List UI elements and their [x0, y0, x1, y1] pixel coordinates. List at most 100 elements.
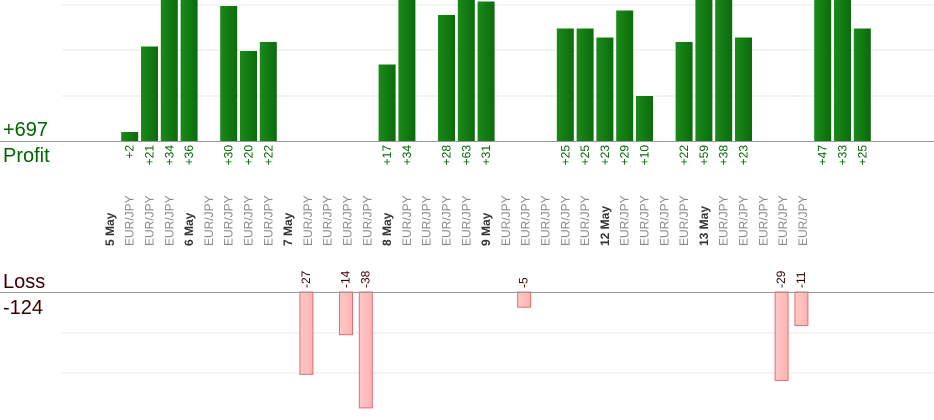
pair-label: EUR/JPY: [341, 195, 355, 246]
profit-total: +697: [3, 119, 48, 141]
category-labels: 5 May EUR/JPY EUR/JPY EUR/JPY 6 May EUR/JPY EU…: [103, 195, 810, 246]
loss-value-label: -11: [794, 271, 808, 288]
profit-value-label: +63: [459, 145, 473, 166]
pair-label: EUR/JPY: [420, 195, 434, 246]
profit-bar: [596, 37, 614, 141]
profit-bar: [715, 0, 733, 141]
profit-bar: [220, 6, 238, 141]
loss-total: -124: [3, 297, 43, 319]
bars: [121, 0, 871, 409]
pair-label: EUR/JPY: [162, 195, 176, 246]
profit-bar: [636, 96, 653, 141]
profit-bar: [160, 0, 178, 141]
loss-bar: [774, 291, 789, 381]
profit-value-label: +21: [143, 145, 157, 166]
pair-label: EUR/JPY: [459, 195, 473, 246]
profit-value-label: +33: [836, 145, 850, 166]
loss-bar: [517, 291, 532, 308]
profit-value-label: +22: [261, 145, 275, 166]
profit-value-label: +31: [479, 145, 493, 166]
date-label: 7 May: [281, 212, 295, 246]
profit-bar: [675, 42, 693, 141]
profit-value-label: +22: [677, 145, 691, 166]
pair-label: EUR/JPY: [321, 195, 335, 246]
profit-bar: [556, 28, 574, 141]
pair-label: EUR/JPY: [776, 195, 790, 246]
profit-value-label: +25: [578, 145, 592, 166]
date-label: 13 May: [697, 206, 711, 246]
profit-bar: [259, 42, 277, 141]
profit-bar: [814, 0, 832, 141]
pair-label: EUR/JPY: [539, 195, 553, 246]
pair-label: EUR/JPY: [440, 195, 454, 246]
profit-bar: [735, 37, 752, 141]
profit-bar: [457, 0, 475, 141]
profit-value-label: +47: [816, 145, 830, 166]
profit-value-label: +28: [440, 145, 454, 166]
pair-label: EUR/JPY: [717, 195, 731, 246]
profit-value-label: +30: [222, 145, 236, 166]
loss-value-label: -38: [358, 270, 372, 288]
pair-label: EUR/JPY: [123, 195, 137, 246]
pair-label: EUR/JPY: [519, 195, 533, 246]
pair-label: EUR/JPY: [242, 195, 256, 246]
pair-label: EUR/JPY: [360, 195, 374, 246]
pair-label: EUR/JPY: [499, 195, 513, 246]
profit-value-label: +23: [737, 145, 751, 166]
profit-value-label: +38: [717, 145, 731, 166]
loss-value-label: -14: [339, 270, 353, 288]
profit-value-label: +29: [618, 145, 632, 166]
loss-value-label: -27: [299, 270, 313, 288]
profit-bar: [477, 1, 495, 141]
profit-value-label: +17: [380, 145, 394, 166]
loss-bar: [794, 291, 809, 327]
profit-value-label: +25: [558, 145, 572, 166]
profit-bar: [378, 64, 396, 141]
profit-bar: [616, 10, 634, 141]
profit-bar: [853, 28, 871, 141]
pair-label: EUR/JPY: [202, 195, 216, 246]
profit-value-label: +2: [123, 145, 137, 159]
pair-label: EUR/JPY: [261, 195, 275, 246]
axes: [0, 141, 934, 293]
value-labels: +2 +21 +34 +36 +30 +20 +22 -27 -14 -38 +17 +34 +28 +6…: [123, 145, 870, 288]
profit-bar: [398, 0, 416, 141]
pair-label: EUR/JPY: [558, 195, 572, 246]
pair-label: EUR/JPY: [400, 195, 414, 246]
profit-value-label: +59: [697, 145, 711, 166]
gridlines: [62, 4, 934, 374]
profit-bar: [121, 132, 139, 141]
profit-label: Profit: [3, 145, 50, 167]
profit-value-label: +25: [855, 145, 869, 166]
profit-value-label: +34: [162, 145, 176, 166]
profit-bar: [240, 51, 257, 141]
loss-value-label: -5: [517, 277, 531, 288]
profit-value-label: +23: [598, 145, 612, 166]
pair-label: EUR/JPY: [677, 195, 691, 246]
loss-bar: [299, 291, 314, 375]
loss-bar: [358, 291, 373, 409]
loss-label: Loss: [3, 271, 45, 293]
date-label: 9 May: [479, 212, 493, 246]
pair-label: EUR/JPY: [657, 195, 671, 246]
loss-value-label: -29: [774, 270, 788, 288]
pair-label: EUR/JPY: [638, 195, 652, 246]
pair-label: EUR/JPY: [143, 195, 157, 246]
profit-bar: [695, 0, 713, 141]
pair-label: EUR/JPY: [301, 195, 315, 246]
profit-bar: [834, 0, 851, 141]
profit-bar: [438, 15, 455, 141]
date-label: 6 May: [182, 212, 196, 246]
profit-bar: [141, 46, 158, 141]
pair-label: EUR/JPY: [796, 195, 810, 246]
pair-label: EUR/JPY: [756, 195, 770, 246]
loss-bar: [339, 291, 353, 336]
pair-label: EUR/JPY: [618, 195, 632, 246]
profit-bar: [576, 28, 594, 141]
date-label: 12 May: [598, 206, 612, 246]
profit-bar: [180, 0, 198, 141]
profit-value-label: +10: [638, 145, 652, 166]
profit-value-label: +20: [242, 145, 256, 166]
profit-value-label: +36: [182, 145, 196, 166]
